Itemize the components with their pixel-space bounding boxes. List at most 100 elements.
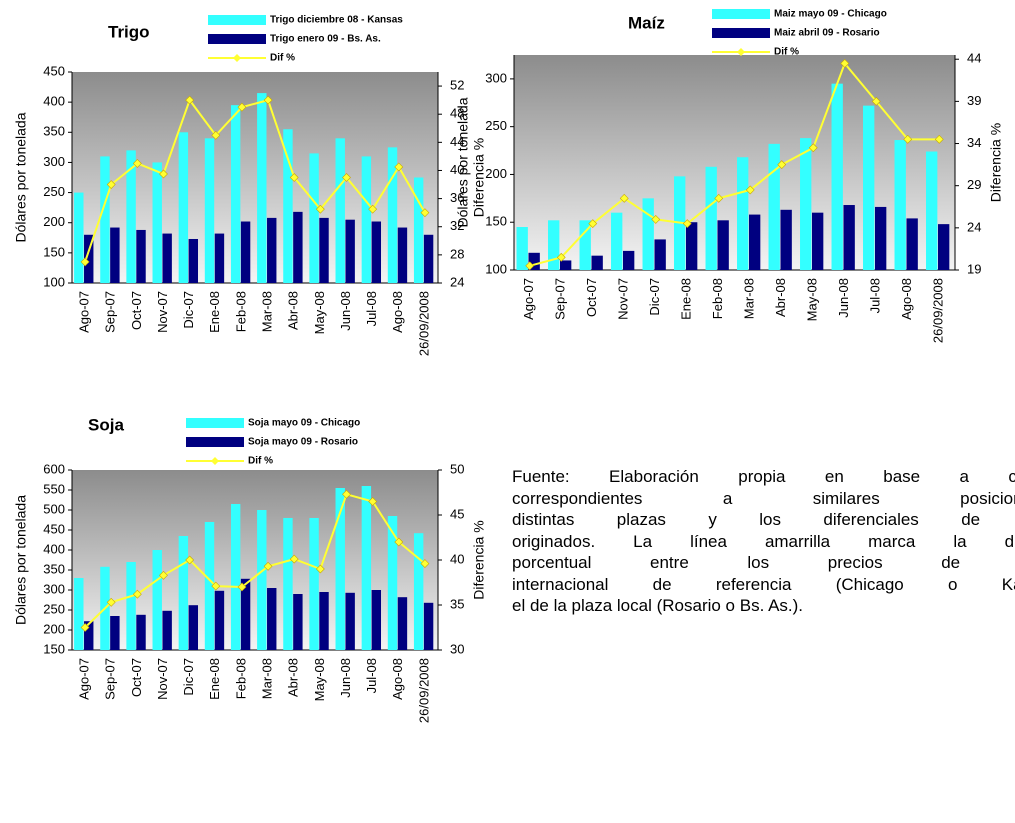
diff-marker [159, 169, 168, 179]
bar [831, 83, 843, 271]
bar [528, 252, 540, 270]
diff-marker [525, 261, 535, 271]
diff-marker [342, 489, 351, 499]
x-tick-label: Dic-07 [181, 658, 196, 696]
bar [230, 504, 241, 650]
note-line: originados. La línea amarrilla marca la … [512, 531, 1015, 551]
y2-tick-label: 24 [967, 219, 981, 234]
diff-line [529, 61, 940, 267]
x-tick-label: Jul-08 [364, 658, 379, 693]
bar [110, 227, 120, 283]
x-tick-label: Nov-07 [155, 658, 170, 700]
legend-marker [233, 54, 241, 62]
x-tick-label: Ene-08 [679, 278, 694, 320]
x-tick-label: 26/09/2008 [416, 658, 431, 723]
y-tick-label: 150 [485, 214, 507, 229]
y-tick-label: 100 [485, 261, 507, 276]
bar [863, 105, 875, 271]
legend-label: Dif % [248, 456, 273, 467]
bar [611, 212, 623, 270]
x-tick-label: Oct-07 [129, 658, 144, 697]
bar [204, 522, 215, 650]
y-tick-label: 450 [43, 521, 65, 536]
bar [737, 157, 749, 270]
diff-marker [745, 185, 755, 195]
diff-marker [588, 219, 598, 229]
legend-label: Soja mayo 09 - Rosario [248, 437, 358, 448]
bar [74, 192, 84, 283]
legend-label: Soja mayo 09 - Chicago [248, 418, 360, 429]
y2-tick-label: 44 [450, 134, 464, 149]
note-line: internacional de referencia (Chicago o K… [512, 574, 1015, 594]
legend-swatch [186, 418, 244, 428]
x-tick-label: Ago-07 [77, 291, 92, 333]
y-tick-label: 250 [485, 118, 507, 133]
diff-marker [185, 555, 195, 565]
bar [748, 214, 761, 270]
diff-marker [211, 581, 221, 591]
bar [685, 222, 698, 270]
x-tick-label: May-08 [312, 291, 327, 334]
bar [894, 140, 906, 270]
y2-tick-label: 35 [450, 596, 464, 611]
y2-tick-label: 34 [967, 135, 981, 150]
x-tick-label: Mar-08 [742, 278, 757, 319]
y-axis-title: Dólares por tonelada [13, 112, 29, 242]
y-tick-label: 150 [43, 641, 65, 656]
bar [188, 238, 199, 283]
bar [387, 147, 398, 283]
x-tick-label: Dic-07 [181, 291, 196, 329]
legend-swatch [208, 15, 266, 25]
bar [937, 224, 950, 270]
bar [126, 150, 136, 283]
bar [152, 162, 162, 283]
bar [926, 151, 938, 270]
diff-marker [871, 96, 881, 106]
bar [240, 578, 251, 650]
diff-marker [106, 597, 116, 607]
x-tick-label: Ago-08 [899, 278, 914, 320]
x-tick-label: Abr-08 [773, 278, 788, 317]
diff-marker [682, 219, 692, 229]
x-tick-label: Ene-08 [207, 291, 222, 333]
y2-tick-label: 28 [450, 246, 464, 261]
bar [361, 156, 372, 283]
diff-line [84, 493, 426, 629]
bar [100, 156, 110, 283]
diff-marker [132, 589, 142, 599]
bar [293, 211, 303, 283]
bar [371, 590, 382, 650]
diff-marker [368, 497, 378, 506]
x-tick-label: Jul-08 [868, 278, 883, 313]
bar [136, 614, 146, 650]
chart-title: Maíz [628, 13, 665, 32]
bar [267, 217, 277, 283]
x-tick-label: Ago-08 [390, 291, 405, 333]
y-tick-label: 400 [43, 94, 65, 109]
legend-label: Dif % [270, 53, 295, 64]
diff-marker [556, 252, 566, 262]
diff-marker [315, 204, 325, 214]
y2-tick-label: 40 [450, 551, 464, 566]
bar [283, 129, 293, 283]
diff-marker [394, 162, 404, 172]
y-tick-label: 500 [43, 501, 65, 516]
x-tick-label: Mar-08 [260, 291, 275, 332]
x-tick-label: Feb-08 [710, 278, 725, 319]
bar [136, 229, 146, 283]
bar [397, 227, 408, 283]
bar [642, 198, 654, 270]
bar [283, 518, 293, 650]
y2-tick-label: 40 [450, 162, 464, 177]
y-tick-label: 200 [43, 214, 65, 229]
y-tick-label: 100 [43, 274, 65, 289]
x-tick-label: Abr-08 [286, 658, 301, 697]
bar [309, 153, 319, 283]
note-line: distintas plazas y los diferenciales de … [512, 510, 1015, 529]
source-note: Fuente: Elaboración propia en base a cor… [512, 466, 1015, 617]
bar [705, 166, 717, 270]
bar [780, 209, 792, 270]
bar [230, 105, 241, 284]
legend-swatch [712, 28, 770, 38]
note-line: el de la plaza local (Rosario o Bs. As.)… [512, 596, 804, 615]
